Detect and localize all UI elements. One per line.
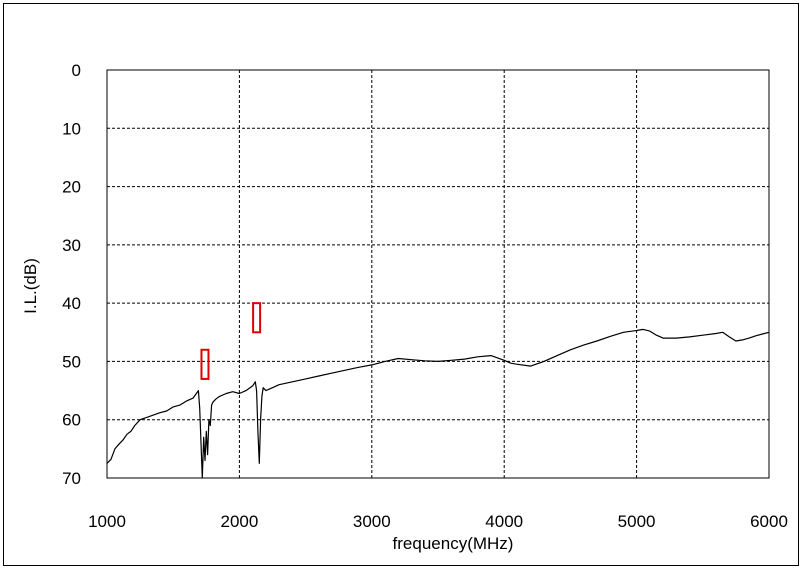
x-tick-label: 4000 (485, 512, 523, 531)
x-tick-label: 5000 (618, 512, 656, 531)
series-line (106, 328, 770, 479)
spec-marker-1 (200, 348, 210, 380)
y-tick-label: 70 (62, 469, 81, 488)
y-axis-label: I.L.(dB) (21, 258, 40, 314)
y-tick-label: 30 (62, 236, 81, 255)
x-tick-label: 3000 (353, 512, 391, 531)
plot-area-border (106, 69, 770, 479)
x-tick-labels: 1000 2000 3000 4000 5000 6000 (88, 512, 788, 531)
y-tick-label: 40 (62, 294, 81, 313)
x-tick-label: 1000 (88, 512, 126, 531)
spec-markers (200, 302, 262, 380)
y-tick-label: 10 (62, 119, 81, 138)
y-tick-label: 50 (62, 352, 81, 371)
y-tick-label: 20 (62, 178, 81, 197)
y-tick-labels: 0 10 20 30 40 50 60 70 (62, 61, 81, 488)
x-axis-label: frequency(MHz) (393, 534, 514, 553)
spec-marker-2 (252, 302, 262, 334)
x-tick-label: 2000 (220, 512, 258, 531)
y-tick-label: 0 (72, 61, 81, 80)
y-tick-label: 60 (62, 411, 81, 430)
grid-lines (107, 70, 769, 478)
x-tick-label: 6000 (750, 512, 788, 531)
chart-frame (3, 3, 799, 566)
